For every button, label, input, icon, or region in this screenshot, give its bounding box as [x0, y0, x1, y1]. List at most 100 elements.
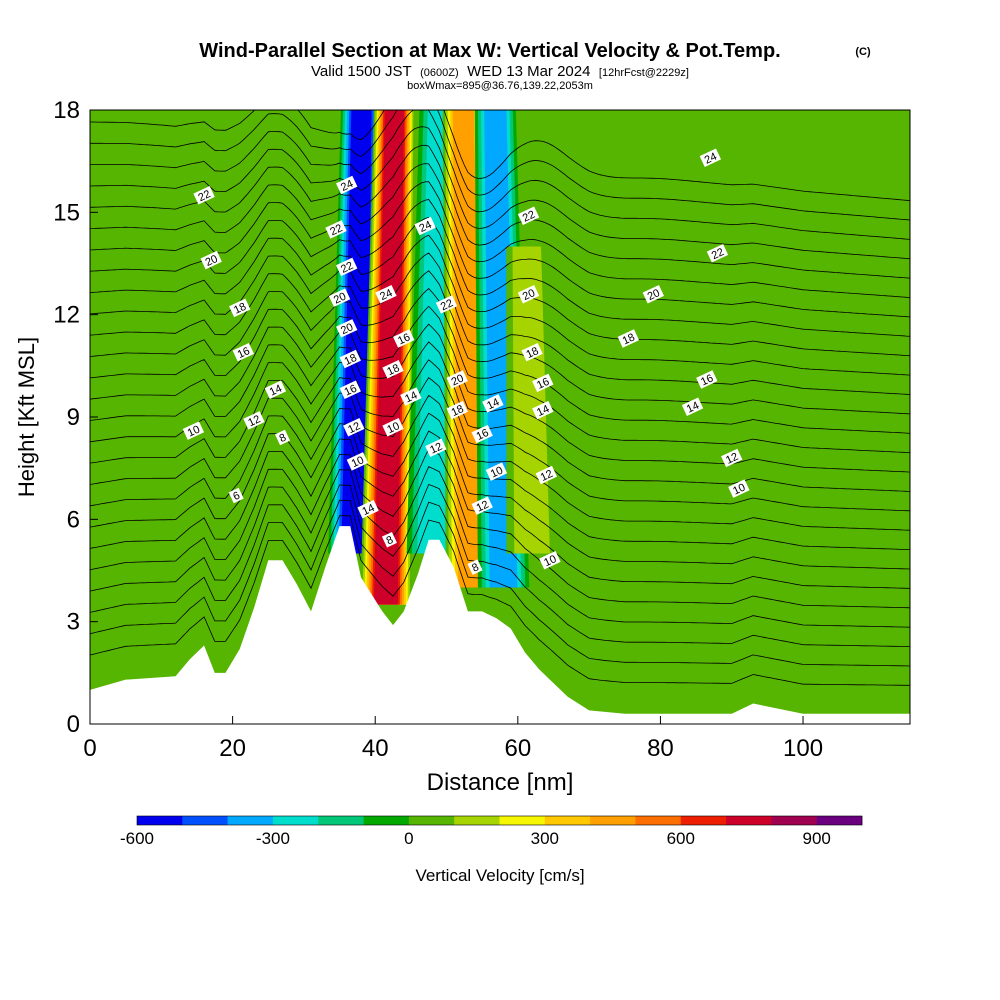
theta-line-0: [90, 515, 910, 686]
velocity-band-3-4: [452, 110, 485, 588]
svg-text:22: 22: [196, 188, 212, 204]
theta-label-37: 18: [521, 342, 543, 362]
x-axis-label: Distance [nm]: [427, 769, 574, 796]
chart-title-mark: (C): [855, 46, 871, 58]
subtitle-forecast: [12hrFcst@2229z]: [599, 67, 689, 79]
theta-label-26: 22: [435, 295, 458, 314]
svg-text:20: 20: [521, 287, 537, 303]
svg-text:24: 24: [703, 151, 719, 167]
svg-text:24: 24: [378, 287, 394, 303]
svg-text:20: 20: [339, 321, 355, 337]
x-tick-label: 0: [83, 735, 96, 762]
svg-text:16: 16: [343, 383, 359, 399]
y-tick-label: 0: [67, 711, 80, 738]
theta-line-13: [90, 288, 910, 434]
velocity-band-6-0: [263, 246, 317, 622]
svg-text:18: 18: [232, 301, 248, 317]
colorbar-swatch: [318, 816, 364, 825]
y-tick-label: 9: [67, 404, 80, 431]
svg-text:12: 12: [246, 413, 262, 429]
theta-label-10: 22: [325, 220, 347, 239]
svg-text:18: 18: [524, 345, 540, 361]
colorbar-swatch: [590, 816, 636, 825]
theta-label-20: 24: [375, 284, 397, 304]
x-tick-label: 80: [647, 735, 674, 762]
theta-line-12: [90, 305, 910, 454]
theta-label-5: 12: [243, 411, 265, 430]
theta-label-6: 10: [182, 421, 205, 440]
svg-text:10: 10: [385, 420, 401, 436]
theta-label-40: 12: [535, 465, 558, 485]
colorbar-swatch: [771, 816, 817, 825]
colorbar-tick-label: -300: [256, 829, 290, 848]
svg-text:18: 18: [450, 403, 466, 419]
colorbar-tick-label: 0: [404, 829, 413, 848]
svg-text:20: 20: [332, 290, 348, 306]
theta-label-22: 18: [382, 360, 404, 379]
theta-label-42: 24: [699, 148, 722, 167]
svg-text:10: 10: [350, 454, 366, 470]
colorbar-swatch: [272, 816, 319, 825]
svg-text:10: 10: [542, 553, 558, 569]
theta-line-9: [90, 359, 910, 512]
x-axis: 0 20 40 60 80 100: [83, 716, 823, 762]
svg-text:10: 10: [489, 464, 505, 480]
colorbar-label: Vertical Velocity [cm/s]: [415, 866, 584, 885]
theta-label-21: 16: [393, 329, 415, 348]
theta-line-7: [90, 394, 910, 550]
theta-label-45: 18: [617, 329, 640, 348]
svg-text:22: 22: [328, 222, 344, 238]
svg-text:8: 8: [470, 561, 481, 574]
svg-text:20: 20: [450, 372, 466, 388]
theta-line-20: [90, 163, 910, 298]
theta-label-9: 24: [336, 175, 358, 195]
colorbar-swatch: [182, 816, 228, 825]
svg-text:10: 10: [186, 424, 202, 440]
theta-label-7: 8: [275, 429, 291, 446]
theta-line-16: [90, 234, 910, 376]
y-axis: 0 3 6 9 12 15 18: [53, 97, 98, 738]
svg-text:18: 18: [385, 362, 401, 378]
theta-label-8: 6: [228, 487, 244, 504]
colorbar-swatch: [635, 816, 682, 825]
theta-label-44: 20: [642, 284, 664, 304]
theta-line-19: [90, 181, 910, 318]
theta-label-46: 16: [696, 370, 718, 389]
svg-text:22: 22: [339, 260, 355, 276]
theta-line-3: [90, 466, 910, 628]
chart-subtitle-2: boxWmax=895@36.76,139.22,2053m: [407, 80, 593, 92]
terrain: [90, 526, 910, 724]
theta-label-23: 14: [400, 387, 422, 406]
svg-text:14: 14: [403, 389, 419, 405]
svg-text:6: 6: [231, 490, 242, 503]
chart-subtitle: Valid 1500 JST (0600Z) WED 13 Mar 2024 […: [311, 63, 689, 80]
svg-text:8: 8: [385, 534, 396, 547]
theta-label-43: 22: [706, 244, 729, 263]
theta-label-39: 14: [532, 400, 554, 420]
y-axis-label: Height [Kft MSL]: [14, 337, 39, 497]
svg-text:16: 16: [396, 331, 412, 347]
theta-line-2: [90, 483, 910, 647]
colorbar-tick-label: 900: [803, 829, 831, 848]
theta-line-10: [90, 341, 910, 492]
theta-label-38: 16: [532, 373, 554, 393]
theta-label-1: 20: [200, 250, 222, 270]
theta-line-21: [90, 144, 910, 279]
y-tick-label: 3: [67, 609, 80, 636]
svg-text:14: 14: [485, 396, 501, 412]
chart-title: Wind-Parallel Section at Max W: Vertical…: [199, 40, 780, 62]
svg-text:10: 10: [731, 482, 747, 498]
theta-label-11: 22: [336, 257, 358, 277]
theta-line-4: [90, 448, 910, 609]
theta-label-34: 8: [467, 559, 483, 575]
theta-label-3: 16: [232, 342, 254, 362]
svg-text:12: 12: [428, 441, 444, 457]
svg-text:18: 18: [343, 352, 359, 368]
theta-label-13: 20: [336, 319, 358, 338]
theta-label-18: 14: [357, 499, 379, 519]
colorbar-swatch: [227, 816, 274, 825]
colorbar-swatch: [363, 816, 410, 825]
svg-text:12: 12: [475, 499, 491, 515]
svg-text:16: 16: [699, 372, 715, 388]
